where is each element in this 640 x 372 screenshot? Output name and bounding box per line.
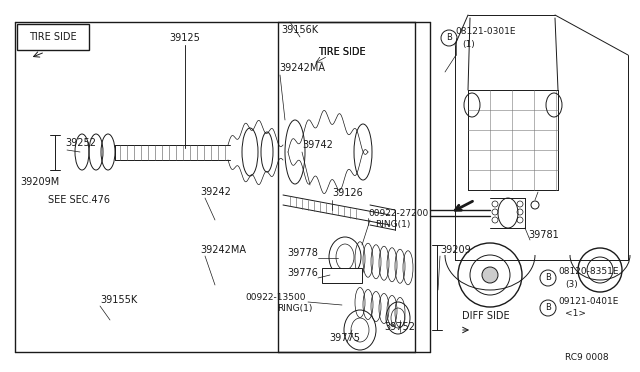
Text: 39209: 39209 bbox=[440, 245, 471, 255]
Text: 39126: 39126 bbox=[332, 188, 363, 198]
Ellipse shape bbox=[482, 267, 498, 283]
Text: 00922-13500: 00922-13500 bbox=[246, 292, 306, 301]
Text: 39781: 39781 bbox=[528, 230, 559, 240]
Text: TIRE SIDE: TIRE SIDE bbox=[29, 32, 77, 42]
Text: 39242MA: 39242MA bbox=[200, 245, 246, 255]
Text: 39209M: 39209M bbox=[20, 177, 60, 187]
Text: 39252: 39252 bbox=[65, 138, 96, 148]
Bar bbox=[17, 24, 89, 50]
Text: SEE SEC.476: SEE SEC.476 bbox=[48, 195, 110, 205]
Text: 08121-0301E: 08121-0301E bbox=[455, 28, 515, 36]
Text: 39156K: 39156K bbox=[282, 25, 319, 35]
Text: 09121-0401E: 09121-0401E bbox=[558, 298, 618, 307]
Text: 08120-8351E: 08120-8351E bbox=[558, 267, 618, 276]
Text: TIRE SIDE: TIRE SIDE bbox=[318, 47, 365, 57]
Text: RC9 0008: RC9 0008 bbox=[565, 353, 609, 362]
Text: 39242: 39242 bbox=[200, 187, 231, 197]
Text: TIRE SIDE: TIRE SIDE bbox=[318, 47, 365, 57]
Text: 39752: 39752 bbox=[385, 322, 415, 332]
Text: RING(1): RING(1) bbox=[375, 221, 410, 230]
Text: 39125: 39125 bbox=[170, 33, 200, 43]
Text: 00922-27200: 00922-27200 bbox=[368, 208, 428, 218]
Text: RING(1): RING(1) bbox=[276, 305, 312, 314]
Text: 39776: 39776 bbox=[287, 268, 318, 278]
Text: 39778: 39778 bbox=[287, 248, 318, 258]
Text: B: B bbox=[446, 33, 452, 42]
Bar bbox=[322, 268, 362, 283]
Text: 39742: 39742 bbox=[302, 140, 333, 150]
Text: 39155K: 39155K bbox=[100, 295, 137, 305]
Text: DIFF SIDE: DIFF SIDE bbox=[462, 311, 509, 321]
Text: <1>: <1> bbox=[565, 310, 586, 318]
Text: (3): (3) bbox=[565, 279, 578, 289]
Text: 39775: 39775 bbox=[330, 333, 360, 343]
Text: B: B bbox=[545, 273, 551, 282]
Text: 39242MA: 39242MA bbox=[279, 63, 325, 73]
Text: (1): (1) bbox=[462, 39, 475, 48]
Text: B: B bbox=[545, 304, 551, 312]
